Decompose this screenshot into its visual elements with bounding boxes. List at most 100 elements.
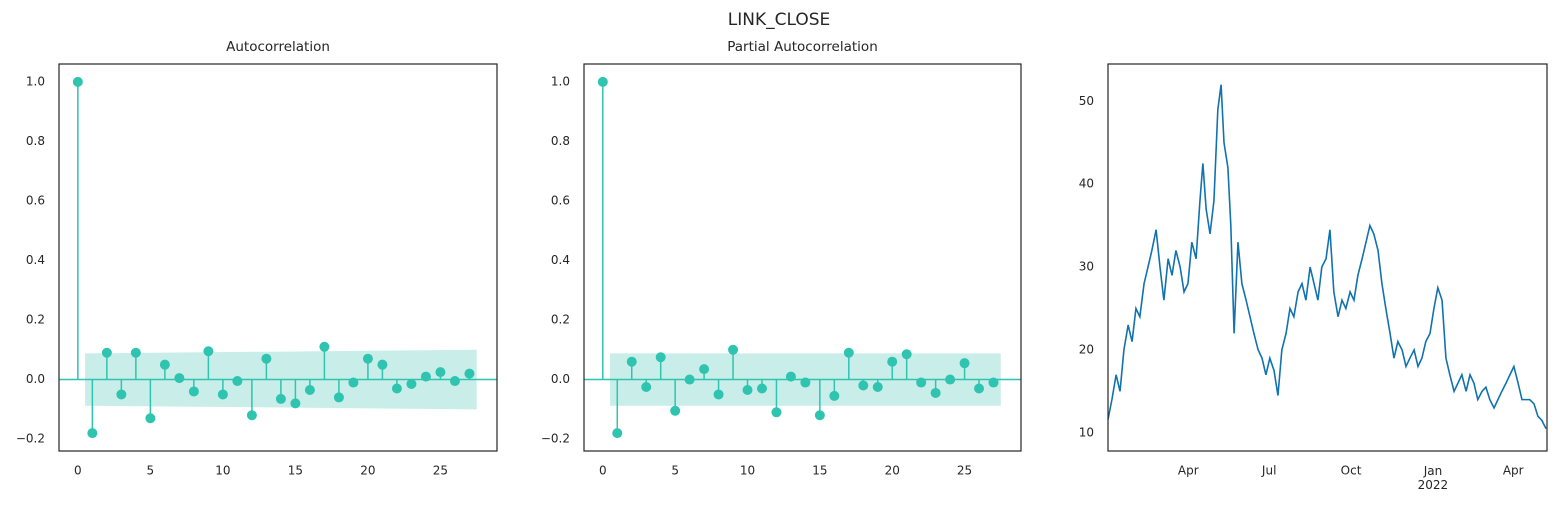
stem-marker (145, 413, 156, 424)
stem-marker (319, 341, 330, 352)
x-tick-label: 20 (360, 464, 375, 478)
stem-marker (756, 383, 767, 394)
stem-marker (420, 371, 431, 382)
stem-marker (377, 359, 388, 370)
stem-marker (742, 384, 753, 395)
stem-marker (916, 377, 927, 388)
stem-marker (159, 359, 170, 370)
stem-marker (785, 371, 796, 382)
stem-marker (232, 376, 243, 387)
stem-marker (684, 374, 695, 385)
price-line (1108, 84, 1547, 429)
stem-marker (597, 76, 608, 87)
stem-marker (930, 387, 941, 398)
y-tick-label: 0.8 (551, 134, 570, 148)
y-tick-label: 0.0 (26, 372, 45, 386)
y-tick-label: 20 (1079, 342, 1094, 356)
stem-marker (333, 392, 344, 403)
stem-marker (612, 428, 623, 439)
y-tick-label: 1.0 (26, 74, 45, 88)
axes-frame (1107, 63, 1548, 452)
x-tick-label: Apr (1178, 464, 1199, 478)
stem-marker (945, 374, 956, 385)
stem-marker (72, 76, 83, 87)
stem-marker (275, 393, 286, 404)
stem-marker (464, 368, 475, 379)
stem-marker (348, 377, 359, 388)
stem-marker (901, 349, 912, 360)
stem-marker (655, 352, 666, 363)
subplot-title: Partial Autocorrelation (727, 39, 878, 55)
stem-marker (87, 428, 98, 439)
stem-marker (670, 405, 681, 416)
stem-marker (959, 358, 970, 369)
stem-marker (130, 347, 141, 358)
plot-area (59, 76, 497, 439)
stem-marker (988, 377, 999, 388)
plot-area (584, 76, 1021, 439)
x-tick-label: 10 (740, 464, 755, 478)
figure-title: LINK_CLOSE (728, 10, 831, 30)
stem-marker (800, 377, 811, 388)
y-tick-label: 0.8 (26, 134, 45, 148)
stem-marker (771, 407, 782, 418)
y-tick-label: 0.0 (551, 372, 570, 386)
subplot-title: Autocorrelation (226, 39, 330, 55)
x-tick-label: Jul (1261, 464, 1276, 478)
stem-marker (887, 356, 898, 367)
stem-marker (101, 347, 112, 358)
stem-marker (641, 381, 652, 392)
stem-marker (203, 346, 214, 357)
stem-marker (217, 389, 228, 400)
stem-marker (304, 384, 315, 395)
stem-marker (362, 353, 373, 364)
x-tick-label: 25 (957, 464, 972, 478)
y-tick-label: −0.2 (16, 432, 45, 446)
x-tick-label: 20 (885, 464, 900, 478)
x-tick-label: 0 (599, 464, 607, 478)
x-tick-label: 15 (288, 464, 303, 478)
stem-marker (188, 386, 199, 397)
x-tick-label: 0 (74, 464, 82, 478)
y-tick-label: 0.4 (551, 253, 570, 267)
y-tick-label: 0.6 (26, 193, 45, 207)
stem-marker (872, 381, 883, 392)
x-tick-label: Jan 2022 (1418, 464, 1449, 492)
y-tick-label: 30 (1079, 260, 1094, 274)
stem-marker (449, 376, 460, 387)
plot-area (1108, 84, 1547, 429)
stem-marker (858, 380, 869, 391)
axes-frame (583, 63, 1022, 452)
stem-marker (843, 347, 854, 358)
stem-marker (814, 410, 825, 421)
stem-marker (391, 383, 402, 394)
x-tick-label: 25 (433, 464, 448, 478)
stem-marker (246, 410, 257, 421)
stem-marker (626, 356, 637, 367)
stem-marker (406, 379, 417, 390)
stem-marker (174, 373, 185, 384)
stem-marker (699, 364, 710, 375)
stem-marker (261, 353, 272, 364)
y-tick-label: 50 (1079, 94, 1094, 108)
y-tick-label: −0.2 (541, 432, 570, 446)
y-tick-label: 0.2 (551, 313, 570, 327)
y-tick-label: 0.2 (26, 313, 45, 327)
stem-marker (974, 383, 985, 394)
x-tick-label: 5 (671, 464, 679, 478)
stem-marker (435, 367, 446, 378)
stem-marker (829, 390, 840, 401)
x-tick-label: 5 (147, 464, 155, 478)
y-tick-label: 0.6 (551, 193, 570, 207)
stem-marker (290, 398, 301, 409)
stem-marker (728, 344, 739, 355)
x-tick-label: 15 (812, 464, 827, 478)
x-tick-label: Oct (1341, 464, 1362, 478)
x-tick-label: 10 (215, 464, 230, 478)
stem-marker (713, 389, 724, 400)
stem-marker (116, 389, 127, 400)
axes-frame (58, 63, 498, 452)
x-tick-label: Apr (1503, 464, 1524, 478)
y-tick-label: 1.0 (551, 74, 570, 88)
